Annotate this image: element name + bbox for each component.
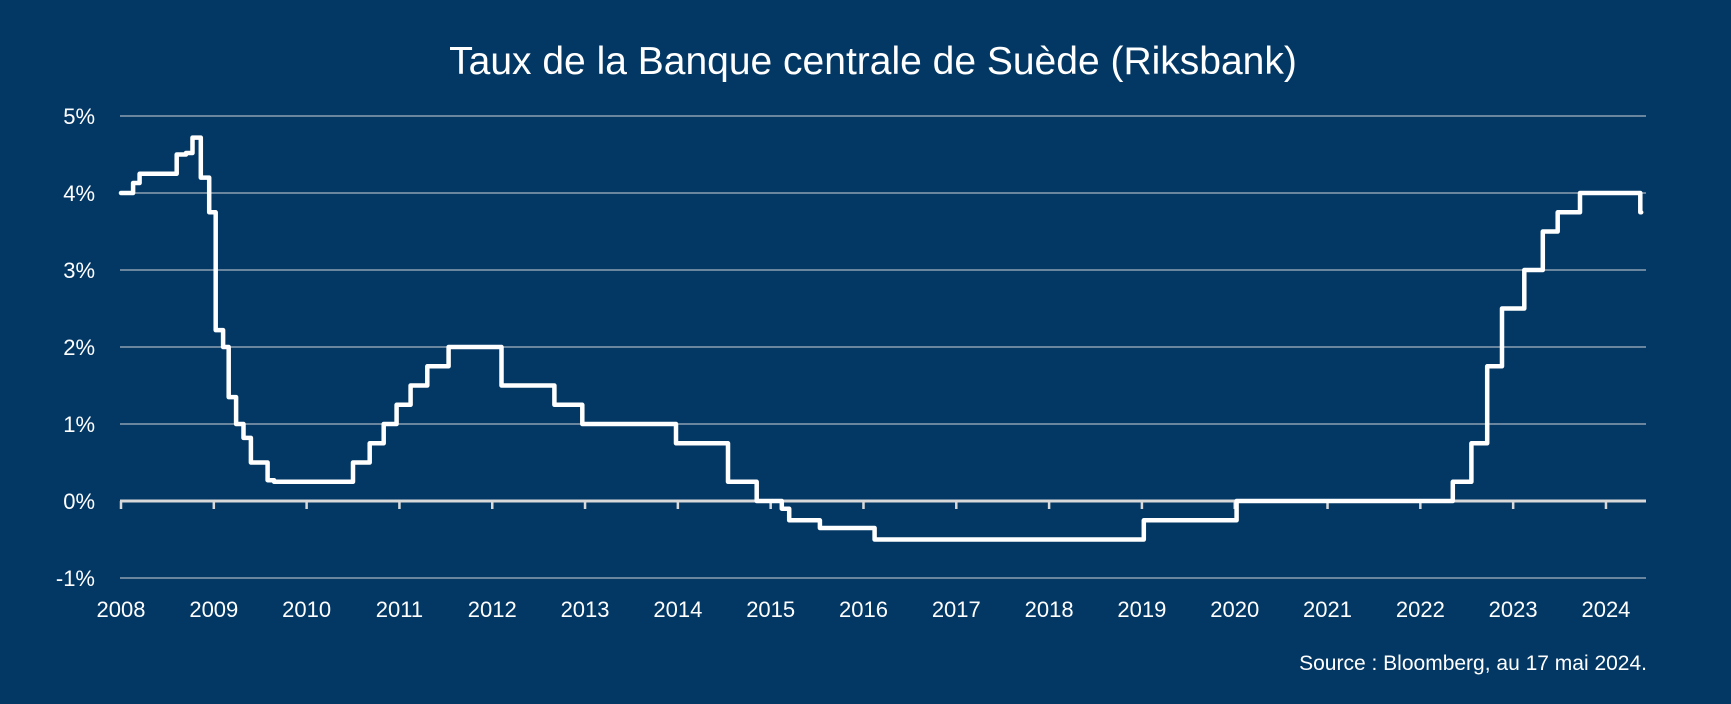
source-note: Source : Bloomberg, au 17 mai 2024.: [1299, 652, 1647, 675]
x-tick-label: 2022: [1396, 597, 1445, 622]
y-tick-label: 0%: [63, 489, 95, 514]
y-axis: 5% 4% 3% 2% 1% 0% -1%: [56, 104, 95, 591]
x-tick-label: 2020: [1210, 597, 1259, 622]
x-tick-label: 2018: [1025, 597, 1074, 622]
y-tick-label: 3%: [63, 258, 95, 283]
x-tick-label: 2023: [1489, 597, 1538, 622]
y-tick-label: 5%: [63, 104, 95, 129]
gridlines: [120, 115, 1646, 579]
x-tick-label: 2011: [376, 597, 423, 622]
x-axis: 2008 2009 2010 2011 2012 2013 2014 2015 2016 2017…: [97, 501, 1630, 622]
series-layer: [118, 135, 1644, 542]
x-tick-label: 2015: [746, 597, 795, 622]
x-tick-label: 2017: [932, 597, 981, 622]
x-tick-label: 2009: [189, 597, 238, 622]
x-tick-label: 2019: [1117, 597, 1166, 622]
x-tick-label: 2008: [97, 597, 146, 622]
y-tick-label: 1%: [63, 412, 95, 437]
x-tick-label: 2024: [1581, 597, 1630, 622]
y-tick-label: -1%: [56, 566, 95, 591]
x-tick-label: 2012: [468, 597, 517, 622]
y-tick-label: 2%: [63, 335, 95, 360]
y-tick-label: 4%: [63, 181, 95, 206]
x-tick-label: 2014: [653, 597, 702, 622]
x-tick-label: 2016: [839, 597, 888, 622]
x-tick-label: 2013: [561, 597, 610, 622]
chart-title: Taux de la Banque centrale de Suède (Rik…: [449, 40, 1297, 83]
rate-series-line: [118, 135, 1644, 542]
x-tick-label: 2010: [282, 597, 331, 622]
x-tick-label: 2021: [1303, 597, 1352, 622]
